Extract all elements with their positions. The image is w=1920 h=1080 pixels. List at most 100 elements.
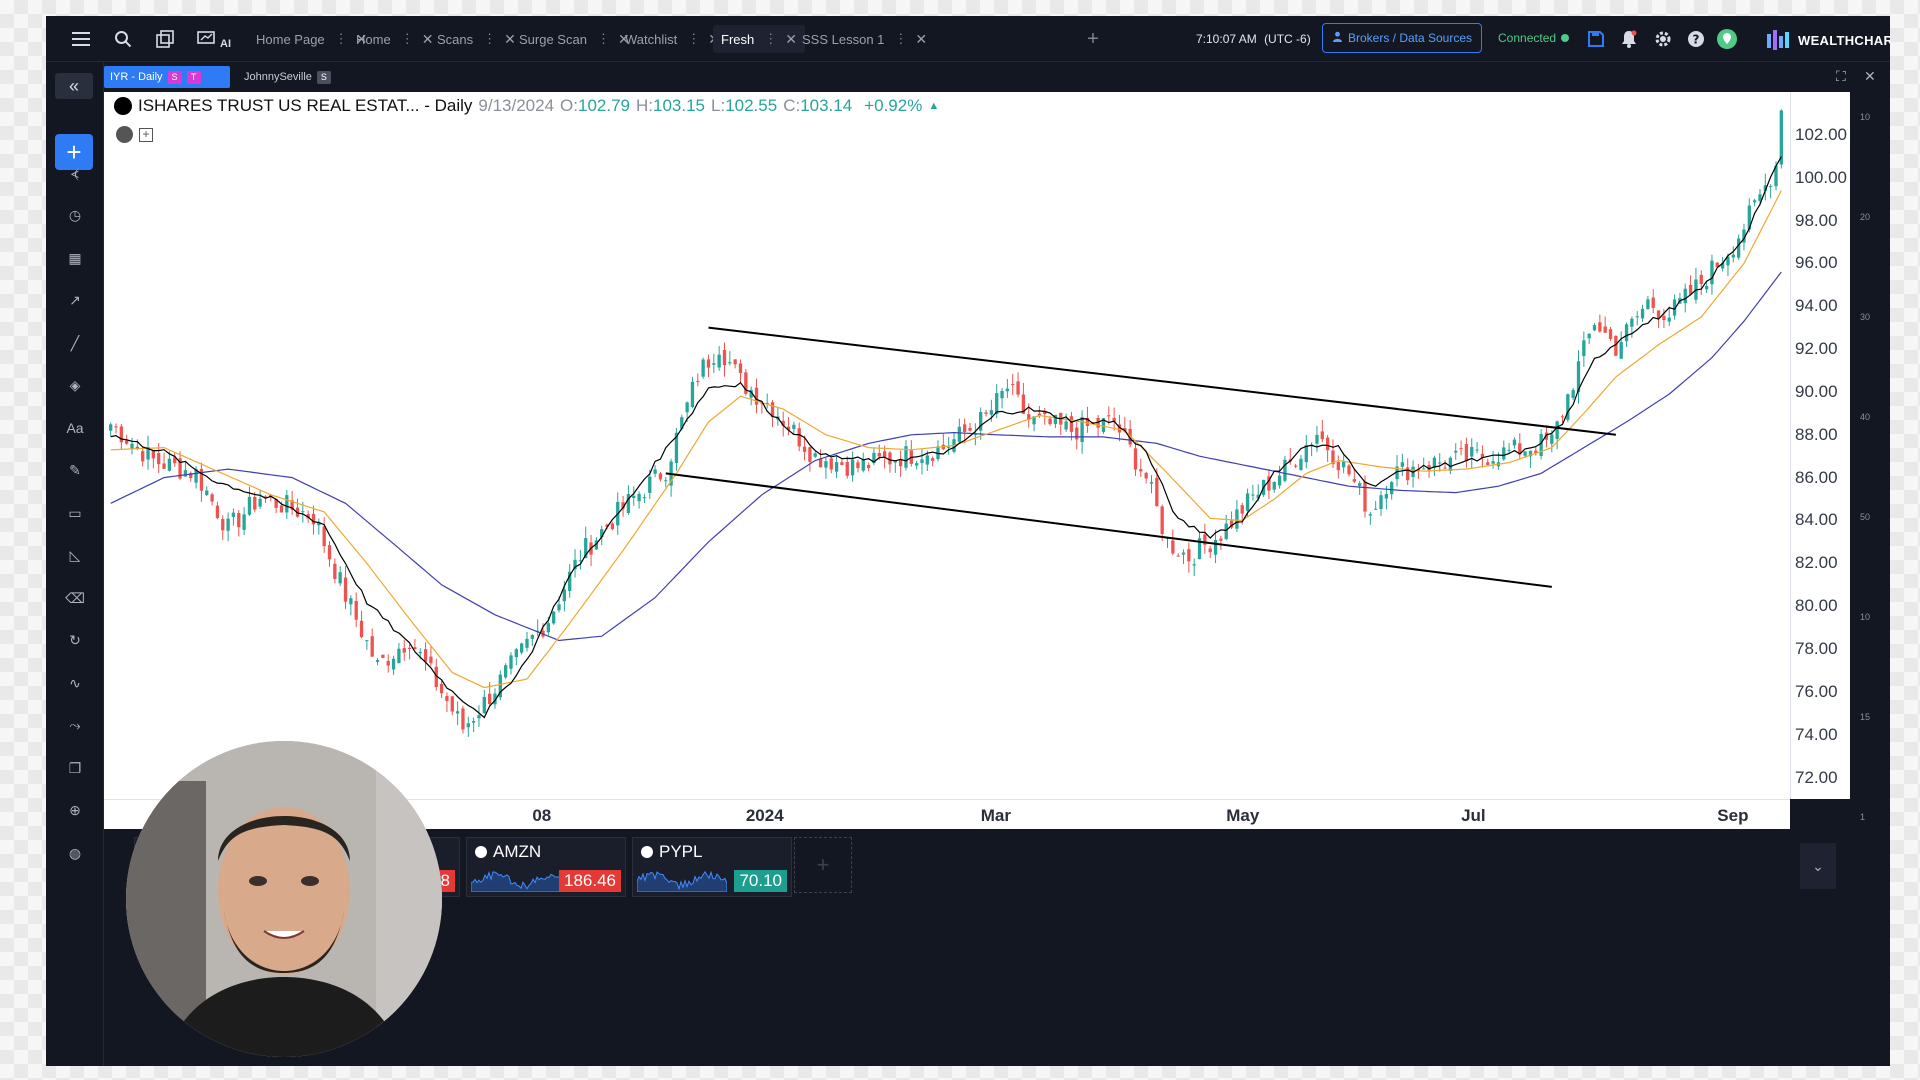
- candle: [834, 454, 839, 479]
- history-icon[interactable]: ◷: [68, 207, 82, 223]
- candlestick-chart[interactable]: [104, 92, 1790, 799]
- add-tab-icon[interactable]: +: [1087, 27, 1099, 50]
- candle: [215, 501, 220, 520]
- location-pin-icon[interactable]: [1714, 26, 1740, 52]
- save-icon[interactable]: [1583, 26, 1609, 52]
- ruler-icon[interactable]: ▭: [68, 504, 82, 521]
- measure-icon[interactable]: ◺: [69, 547, 81, 563]
- tab-close-icon[interactable]: ✕: [915, 30, 928, 47]
- globe-icon[interactable]: ◍: [68, 844, 82, 861]
- text-tool-icon[interactable]: Aa: [66, 420, 84, 436]
- candle: [1032, 416, 1036, 432]
- time-tick-label: Mar: [980, 806, 1011, 825]
- shapes-icon[interactable]: ◈: [69, 377, 81, 393]
- watchlist-card[interactable]: PYPL 70.10: [632, 837, 792, 897]
- chart-area[interactable]: [104, 92, 1790, 799]
- candle: [632, 486, 636, 506]
- expand-icon[interactable]: +: [139, 127, 153, 142]
- trend-icon[interactable]: ↗: [69, 292, 81, 308]
- ai-chart-icon[interactable]: AI: [194, 26, 234, 52]
- tab-menu-icon[interactable]: ⋮: [687, 31, 701, 46]
- candle: [941, 433, 945, 451]
- candle: [258, 490, 262, 509]
- chart-tab-0[interactable]: IYR - Daily S T: [104, 66, 230, 88]
- tab-menu-icon[interactable]: ⋮: [400, 31, 414, 46]
- ma-fast-line: [110, 156, 1782, 719]
- tab-menu-icon[interactable]: ⋮: [483, 31, 497, 46]
- tab-menu-icon[interactable]: ⋮: [596, 31, 610, 46]
- candle: [1598, 314, 1602, 333]
- layouts-icon[interactable]: [152, 26, 178, 52]
- close-panel-icon[interactable]: ✕: [1864, 68, 1876, 84]
- trendline[interactable]: [708, 326, 1616, 436]
- tab-home[interactable]: Home ⋮ ✕: [348, 25, 441, 53]
- watchlist-symbol-text: AMZN: [493, 842, 542, 861]
- tab-watchlist[interactable]: Watchlist ⋮ ✕: [617, 25, 728, 53]
- price-tick-label: 76.00: [1795, 681, 1838, 701]
- pattern-icon[interactable]: ⤳: [69, 717, 81, 733]
- copy-icon[interactable]: ❐: [68, 759, 82, 776]
- right-scale-label: 50: [1860, 512, 1871, 522]
- rotate-icon[interactable]: ↻: [69, 632, 81, 648]
- calendar-icon[interactable]: ▦: [68, 249, 82, 266]
- candle: [781, 411, 785, 437]
- price-axis[interactable]: 102.00 100.00 98.00 96.00 94.00 92.00 90.00 88.…: [1790, 92, 1850, 799]
- candle: [957, 418, 961, 444]
- tab-menu-icon[interactable]: ⋮: [334, 31, 348, 46]
- tab-home-page[interactable]: Home Page ⋮ ✕: [248, 25, 375, 53]
- chart-style-icon[interactable]: ⦓: [71, 164, 79, 181]
- chart-tab-label: IYR - Daily: [110, 71, 163, 83]
- candle: [285, 489, 289, 519]
- tab-close-icon[interactable]: ✕: [421, 30, 434, 47]
- tab-sss-lesson-1[interactable]: SSS Lesson 1 ⋮ ✕: [794, 25, 935, 53]
- price-tick-label: 86.00: [1795, 467, 1838, 487]
- candle: [1528, 450, 1533, 468]
- brokers-button[interactable]: Brokers / Data Sources: [1322, 23, 1482, 53]
- tab-label: Surge Scan: [519, 31, 587, 47]
- fullscreen-icon[interactable]: ⛶: [1836, 68, 1846, 84]
- watchlist-card[interactable]: AMZN 186.46: [466, 837, 626, 897]
- indicator-toggle-icon[interactable]: [116, 126, 133, 143]
- candle: [1203, 523, 1207, 554]
- price-tick-label: 82.00: [1795, 553, 1838, 573]
- connection-status: Connected: [1498, 31, 1570, 45]
- bell-icon[interactable]: [1616, 26, 1642, 52]
- candle: [1448, 456, 1453, 475]
- chart-tab-1[interactable]: JohnnySeville S: [238, 66, 337, 88]
- brush-icon[interactable]: ✎: [69, 462, 81, 478]
- tab-close-icon[interactable]: ✕: [504, 30, 516, 47]
- add-indicator-button[interactable]: +: [55, 134, 93, 170]
- tab-label: Scans: [437, 31, 474, 47]
- tab-close-icon[interactable]: ✕: [785, 30, 797, 47]
- tab-close-icon[interactable]: ✕: [617, 30, 630, 47]
- indicator-icon[interactable]: ∿: [69, 674, 81, 691]
- line-tool-icon[interactable]: ╱: [70, 334, 80, 351]
- trendline[interactable]: [665, 472, 1552, 588]
- candle: [397, 642, 401, 664]
- candle: [1283, 455, 1287, 483]
- candle: [1400, 453, 1405, 477]
- expand-watchlist-button[interactable]: ⌄: [1800, 843, 1836, 889]
- tab-fresh[interactable]: Fresh ⋮ ✕: [713, 25, 805, 53]
- tab-close-icon[interactable]: ✕: [355, 30, 368, 47]
- legend-controls: +: [116, 126, 153, 143]
- search-icon[interactable]: [110, 26, 136, 52]
- candle: [1619, 331, 1623, 359]
- menu-icon[interactable]: [68, 26, 94, 52]
- app-window: AI Home Page ⋮ ✕ Home ⋮ ✕ Scans ⋮ ✕ Surge Scan ⋮ ✕ W…: [46, 16, 1890, 1066]
- candle: [1149, 475, 1154, 494]
- gear-icon[interactable]: [1650, 26, 1676, 52]
- tab-menu-icon[interactable]: ⋮: [894, 31, 908, 46]
- tab-scans[interactable]: Scans ⋮ ✕: [429, 25, 524, 53]
- collapse-sidebar-button[interactable]: «: [55, 73, 93, 99]
- candle: [1576, 350, 1581, 404]
- crosshair-icon[interactable]: ⊕: [69, 802, 81, 818]
- help-icon[interactable]: ?: [1683, 26, 1709, 52]
- add-watchlist-card-button[interactable]: +: [794, 837, 852, 893]
- eraser-icon[interactable]: ⌫: [65, 589, 85, 606]
- candle: [648, 470, 652, 499]
- candle: [525, 631, 529, 652]
- tab-surge-scan[interactable]: Surge Scan ⋮ ✕: [511, 25, 638, 53]
- candle: [210, 492, 214, 506]
- tab-menu-icon[interactable]: ⋮: [764, 31, 778, 46]
